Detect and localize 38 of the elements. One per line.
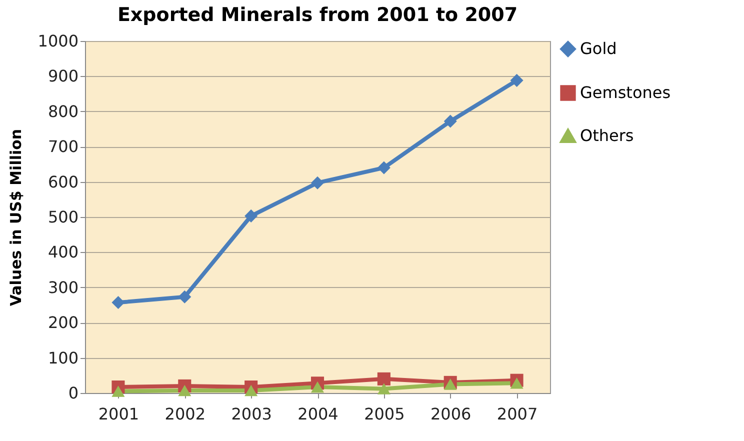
- point: [310, 176, 324, 190]
- y-tick-label: 600: [48, 172, 78, 192]
- x-tick-label: 2004: [298, 404, 338, 424]
- point: [244, 384, 258, 396]
- x-tick-label: 2005: [364, 404, 405, 424]
- y-axis-title: Values in US$ Million: [6, 128, 25, 306]
- y-tick-label: 800: [48, 102, 78, 121]
- y-tick-label: 700: [48, 137, 78, 156]
- point: [178, 290, 192, 304]
- legend-label: Gemstones: [580, 83, 671, 102]
- y-tick-label: 1000: [38, 32, 78, 50]
- y-tick-label: 300: [48, 278, 78, 297]
- point: [178, 384, 192, 396]
- legend-label: Gold: [580, 39, 617, 58]
- y-tick-label: 400: [48, 242, 78, 262]
- chart-title: Exported Minerals from 2001 to 2007: [117, 4, 518, 26]
- point: [510, 378, 524, 389]
- y-tick-label: 100: [48, 348, 78, 368]
- point: [377, 161, 390, 174]
- x-tick-label: 2003: [231, 404, 272, 424]
- y-tick-label: 0: [68, 384, 78, 402]
- point: [444, 378, 457, 390]
- point: [310, 381, 324, 393]
- legend-label: Others: [580, 126, 634, 145]
- y-tick-label: 500: [48, 208, 78, 226]
- x-tick-label: 2006: [430, 404, 472, 424]
- x-tick-label: 2002: [164, 404, 206, 424]
- x-tick-label: 2007: [496, 404, 538, 424]
- point: [112, 386, 125, 397]
- y-tick-label: 900: [48, 66, 78, 86]
- point: [244, 209, 258, 222]
- point: [112, 296, 125, 310]
- x-tick-label: 2001: [98, 404, 140, 424]
- point: [510, 74, 524, 87]
- point: [377, 372, 390, 386]
- y-tick-label: 200: [48, 313, 78, 332]
- point: [444, 114, 457, 128]
- point: [377, 383, 390, 394]
